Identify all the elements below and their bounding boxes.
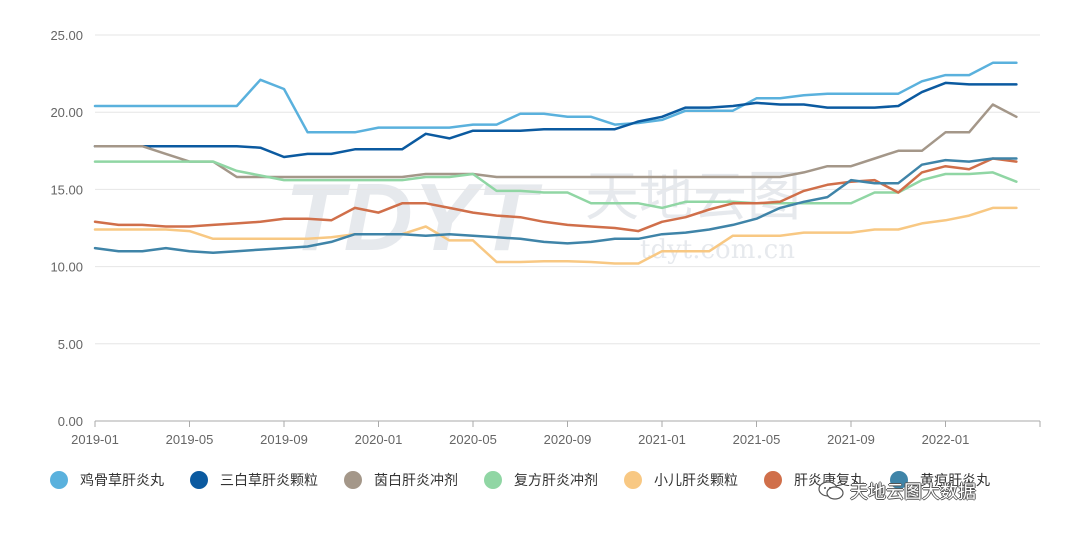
x-tick-label: 2019-09 — [260, 432, 308, 447]
series-line-3 — [93, 160, 1018, 210]
axes: 0.00 5.00 10.00 15.00 20.00 25.00 2019-01 2019-… — [50, 28, 1041, 447]
watermark-logo: TDYT — [285, 164, 543, 271]
wechat-badge: 天地云图大数据 — [818, 478, 976, 504]
wechat-badge-text: 天地云图大数据 — [850, 482, 976, 503]
watermark-title: 天地云图 — [585, 165, 801, 228]
y-tick-label: 15.00 — [50, 182, 83, 197]
legend-item[interactable]: 三白草肝炎颗粒 — [190, 470, 318, 490]
x-tick-label: 2019-01 — [71, 432, 119, 447]
legend-label: 三白草肝炎颗粒 — [220, 473, 318, 489]
x-tick-label: 2020-05 — [449, 432, 497, 447]
legend-marker — [484, 471, 502, 489]
legend-marker — [344, 471, 362, 489]
x-tick-label: 2020-09 — [544, 432, 592, 447]
legend-marker — [190, 471, 208, 489]
x-tick-label: 2021-01 — [638, 432, 686, 447]
wechat-icon — [818, 481, 844, 500]
legend-item[interactable]: 复方肝炎冲剂 — [484, 470, 598, 490]
grid — [95, 34, 1040, 345]
legend-item[interactable]: 小儿肝炎颗粒 — [624, 470, 738, 490]
legend-item[interactable]: 茵白肝炎冲剂 — [344, 470, 458, 490]
x-tick-label: 2019-05 — [166, 432, 214, 447]
legend-item[interactable]: 黄疸肝炎丸 — [890, 470, 990, 490]
x-tick-label: 2022-01 — [922, 432, 970, 447]
legend: 鸡骨草肝炎丸 三白草肝炎颗粒 茵白肝炎冲剂 复方肝炎冲剂 小儿肝炎颗粒 肝炎康复丸 黄疸肝炎… — [50, 470, 1016, 490]
series-line-4 — [93, 206, 1018, 265]
series-line-1 — [93, 81, 1018, 159]
series-line-6 — [93, 157, 1018, 254]
legend-marker — [764, 471, 782, 489]
y-tick-label: 10.00 — [50, 260, 83, 275]
legend-item[interactable]: 肝炎康复丸 — [764, 470, 864, 490]
line-chart: TDYT 天地云图 tdyt.com.cn 0.00 5.00 10.00 15.00… — [50, 28, 1041, 447]
legend-label: 小儿肝炎颗粒 — [654, 473, 738, 489]
legend-label: 复方肝炎冲剂 — [514, 473, 598, 489]
x-tick-label: 2020-01 — [355, 432, 403, 447]
legend-label: 鸡骨草肝炎丸 — [80, 473, 164, 489]
series-group — [93, 61, 1018, 265]
x-tick-label: 2021-09 — [827, 432, 875, 447]
legend-label: 肝炎康复丸 — [794, 473, 864, 489]
y-tick-label: 5.00 — [58, 337, 83, 352]
series-line-0 — [93, 61, 1018, 134]
watermark: TDYT 天地云图 tdyt.com.cn — [285, 164, 801, 271]
x-tick-label: 2021-05 — [733, 432, 781, 447]
legend-item[interactable]: 鸡骨草肝炎丸 — [50, 470, 164, 490]
y-tick-label: 20.00 — [50, 105, 83, 120]
legend-marker — [890, 471, 908, 489]
y-tick-label: 25.00 — [50, 28, 83, 43]
legend-label: 黄疸肝炎丸 — [920, 473, 990, 489]
legend-label: 茵白肝炎冲剂 — [374, 473, 458, 489]
legend-marker — [624, 471, 642, 489]
series-line-2 — [93, 103, 1018, 179]
y-tick-label: 0.00 — [58, 414, 83, 429]
legend-marker — [50, 471, 68, 489]
